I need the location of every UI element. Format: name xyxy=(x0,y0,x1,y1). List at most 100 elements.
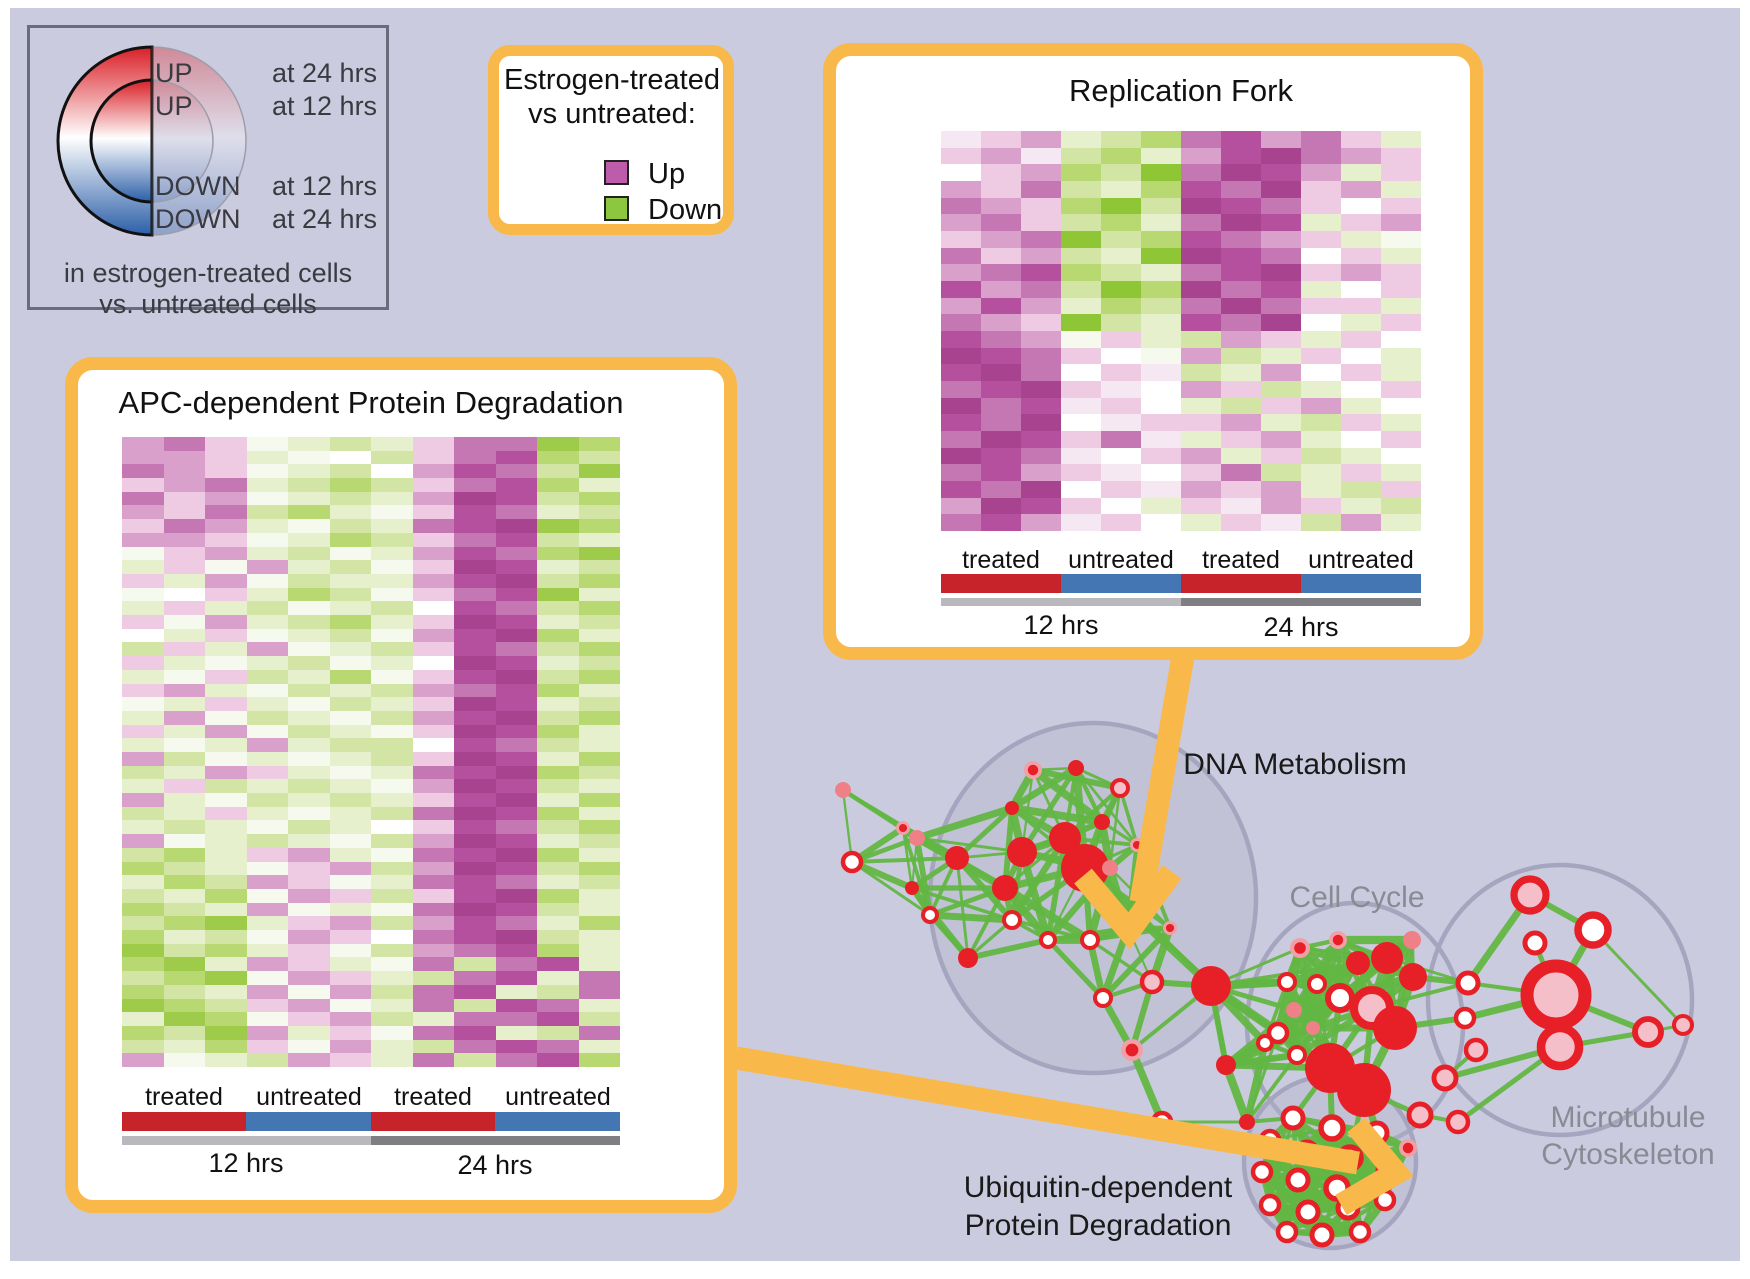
heatmap-cell xyxy=(454,697,496,711)
heatmap-cell xyxy=(454,519,496,533)
heatmap-cell xyxy=(246,779,288,794)
heatmap-cell xyxy=(981,380,1021,398)
heatmap-cell xyxy=(122,573,164,588)
heatmap-cell xyxy=(981,264,1021,281)
heatmap-cell xyxy=(981,297,1021,315)
heatmap-cell xyxy=(1261,264,1301,281)
network-edge xyxy=(1011,804,1103,826)
heatmap-cell xyxy=(288,642,330,657)
circle-legend-time-3: at 12 hrs xyxy=(272,171,378,201)
heatmap-cell xyxy=(371,916,413,931)
heatmap-cell xyxy=(454,984,496,999)
heatmap-cell xyxy=(1141,131,1181,148)
heatmap-cell xyxy=(246,957,288,972)
heatmap-cell xyxy=(495,560,537,574)
heatmap-cell xyxy=(205,628,247,643)
heatmap-cell xyxy=(329,615,371,629)
heatmap-cell xyxy=(122,669,164,684)
heatmap-cell xyxy=(1381,414,1421,431)
heatmap-cell xyxy=(1301,347,1341,365)
heatmap-cell xyxy=(371,573,413,588)
heatmap-cell xyxy=(329,847,371,862)
heatmap-cell xyxy=(537,710,579,725)
heatmap-cell xyxy=(329,765,371,780)
heatmap-cell xyxy=(288,560,330,574)
heatmap-cell xyxy=(288,847,330,862)
heatmap-cell xyxy=(941,230,981,248)
heatmap-cell xyxy=(578,847,620,862)
network-edge xyxy=(1243,1042,1269,1123)
heatmap-cell xyxy=(122,683,164,698)
heatmap-cell xyxy=(205,779,247,794)
heatmap-cell xyxy=(1301,364,1341,381)
heatmap-cell xyxy=(537,491,579,506)
heatmap-cell xyxy=(1061,314,1101,331)
heatmap-cell xyxy=(1261,430,1301,448)
heatmap-cell xyxy=(288,971,330,985)
heatmap-cell xyxy=(288,491,330,506)
heatmap-cell xyxy=(205,738,247,752)
heatmap-cell xyxy=(1341,314,1381,331)
heatmap-cell xyxy=(941,180,981,198)
up-color-swatch xyxy=(604,160,629,185)
heatmap-cell xyxy=(412,615,454,629)
heatmap-cell xyxy=(329,1053,371,1067)
apc-treated-bar-2 xyxy=(371,1112,495,1131)
heatmap-cell xyxy=(1301,314,1341,331)
heatmap-cell xyxy=(1021,247,1061,265)
apc-untreated-bar-1 xyxy=(246,1112,371,1131)
heatmap-cell xyxy=(537,697,579,711)
heatmap-cell xyxy=(578,628,620,643)
gene-node-ring xyxy=(1277,972,1297,992)
rf-col-label-1: treated xyxy=(962,546,1040,574)
heatmap-cell xyxy=(537,437,579,451)
heatmap-cell xyxy=(578,450,620,465)
gene-node-pink xyxy=(1286,1002,1302,1018)
heatmap-cell xyxy=(454,478,496,492)
heatmap-cell xyxy=(1101,230,1141,248)
heatmap-cell xyxy=(1221,414,1261,431)
heatmap-cell xyxy=(578,573,620,588)
heatmap-cell xyxy=(454,971,496,985)
heatmap-cell xyxy=(412,1025,454,1040)
heatmap-cell xyxy=(329,930,371,944)
heatmap-cell xyxy=(941,247,981,265)
heatmap-cell xyxy=(163,888,205,903)
heatmap-cell xyxy=(1181,380,1221,398)
heatmap-cell xyxy=(578,793,620,807)
heatmap-cell xyxy=(1301,297,1341,315)
gene-node-ring xyxy=(1093,988,1113,1008)
heatmap-cell xyxy=(981,497,1021,515)
heatmap-cell xyxy=(288,902,330,917)
heatmap-cell xyxy=(163,437,205,451)
heatmap-cell xyxy=(578,464,620,479)
heatmap-cell xyxy=(1221,180,1261,198)
heatmap-cell xyxy=(1061,414,1101,431)
heatmap-cell xyxy=(205,615,247,629)
heatmap-cell xyxy=(205,957,247,972)
heatmap-cell xyxy=(288,984,330,999)
heatmap-cell xyxy=(1181,147,1221,165)
heatmap-cell xyxy=(941,197,981,215)
heatmap-cell xyxy=(163,738,205,752)
heatmap-cell xyxy=(495,683,537,698)
heatmap-cell xyxy=(1381,264,1421,281)
heatmap-cell xyxy=(412,738,454,752)
heatmap-cell xyxy=(246,628,288,643)
heatmap-cell xyxy=(454,1053,496,1067)
heatmap-cell xyxy=(981,447,1021,465)
network-nodes xyxy=(835,760,1695,1248)
heatmap-cell xyxy=(1021,480,1061,498)
heatmap-cell xyxy=(122,601,164,616)
heatmap-cell xyxy=(1301,430,1341,448)
heatmap-cell xyxy=(454,710,496,725)
heatmap-cell xyxy=(412,505,454,520)
heatmap-cell xyxy=(412,1053,454,1067)
apc-12hrs-label: 12 hrs xyxy=(208,1148,284,1178)
heatmap-cell xyxy=(1221,214,1261,231)
heatmap-cell xyxy=(495,1053,537,1067)
heatmap-cell xyxy=(454,765,496,780)
network-edge xyxy=(1222,1063,1251,1124)
heatmap-cell xyxy=(578,437,620,451)
heatmap-cell xyxy=(1381,514,1421,531)
